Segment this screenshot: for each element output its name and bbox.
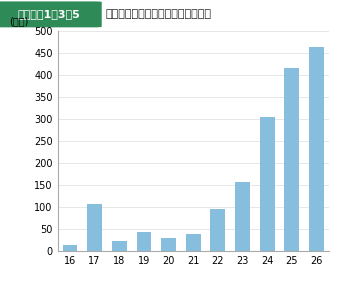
Bar: [309, 47, 324, 251]
Bar: [161, 238, 176, 251]
Bar: [87, 204, 102, 251]
Bar: [63, 245, 77, 251]
Bar: [284, 69, 299, 251]
Text: 図表Ｉ－1－3－5: 図表Ｉ－1－3－5: [18, 8, 81, 19]
Bar: [235, 182, 250, 251]
Bar: [112, 241, 127, 251]
Bar: [260, 117, 275, 251]
FancyBboxPatch shape: [0, 1, 102, 27]
Bar: [186, 234, 201, 251]
Y-axis label: (回数): (回数): [9, 17, 28, 27]
Text: 中国機に対する累急発進回数の推移: 中国機に対する累急発進回数の推移: [105, 8, 211, 19]
Bar: [211, 209, 225, 251]
Bar: [137, 232, 151, 251]
